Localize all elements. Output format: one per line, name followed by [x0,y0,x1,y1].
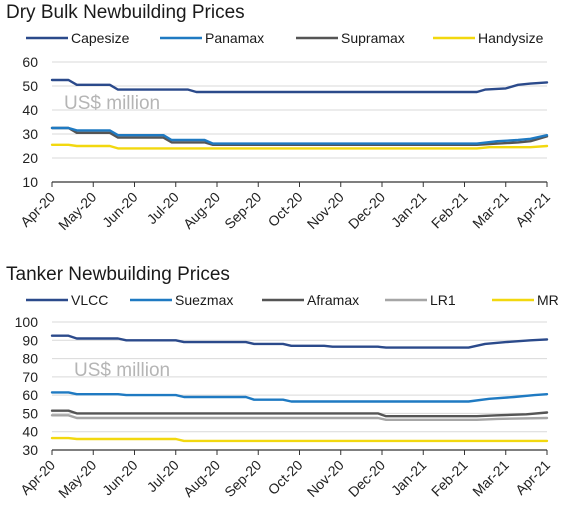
x-tick-label: Nov-20 [304,457,347,500]
y-tick-label: 40 [22,102,38,118]
x-tick-label: Aug-20 [180,189,223,232]
chart-panel-dry-bulk: Dry Bulk Newbuilding Prices Capesize Pana… [0,0,571,262]
x-tick-label: Oct-20 [265,457,306,498]
legend-label: Handysize [478,30,544,46]
x-tick-label: Jun-20 [99,457,141,499]
series-line-handysize [50,143,549,150]
legend-label: Suezmax [175,292,233,308]
x-tick-label: Aug-20 [180,457,223,500]
x-tick-label: Mar-21 [469,457,512,500]
y-tick-label: 20 [22,150,38,166]
legend-label: Supramax [341,30,405,46]
x-tick-label: Jul-20 [144,189,182,227]
chart-title: Dry Bulk Newbuilding Prices [6,2,245,23]
x-tick-label: Sep-20 [221,189,264,232]
x-tick-label: Apr-20 [17,457,58,498]
y-tick-label: 70 [22,369,38,385]
y-tick-label: 60 [22,387,38,403]
y-tick-label: 60 [22,54,38,70]
legend-label: MR [537,292,559,308]
series-line-panamax [50,126,549,145]
legend-label: LR1 [430,292,456,308]
y-tick-label: 30 [22,126,38,142]
x-tick-label: Apr-21 [512,457,553,498]
x-tick-label: Oct-20 [265,189,306,230]
y-tick-label: 30 [22,442,38,458]
x-tick-label: Feb-21 [428,457,471,500]
x-tick-label: Apr-20 [17,189,58,230]
x-tick-label: Mar-21 [469,189,512,232]
x-tick-label: Dec-20 [345,189,388,232]
x-tick-label: Jan-21 [388,189,430,231]
series-line-vlcc [50,334,549,349]
x-tick-label: Jul-20 [144,457,182,495]
unit-annotation: US$ million [64,93,160,114]
x-tick-label: Sep-20 [221,457,264,500]
x-tick-label: Apr-21 [512,189,553,230]
y-tick-label: 40 [22,424,38,440]
series-line-capesize [50,78,549,94]
y-tick-label: 50 [22,405,38,421]
series-line-suezmax [50,391,549,403]
legend-label: Capesize [71,30,130,46]
x-tick-label: May-20 [55,189,99,233]
tanker-chart-svg: VLCC Suezmax Aframax LR1 MR 30 40 50 60 70 80 90 100… [15,292,559,501]
x-tick-label: Feb-21 [428,189,471,232]
x-tick-label: Jan-21 [388,457,430,499]
series-line-mr [50,436,549,443]
chart-panel-tanker: Tanker Newbuilding Prices VLCC Suezmax Afr… [0,262,571,529]
legend-label: VLCC [71,292,108,308]
legend-label: Aframax [307,292,359,308]
y-tick-label: 10 [22,174,38,190]
y-tick-label: 90 [22,332,38,348]
chart-title: Tanker Newbuilding Prices [6,264,230,285]
unit-annotation: US$ million [74,360,170,381]
x-tick-label: May-20 [55,457,99,501]
legend-label: Panamax [205,30,264,46]
y-tick-label: 50 [22,78,38,94]
y-tick-label: 100 [15,314,39,330]
x-tick-label: Nov-20 [304,189,347,232]
dry-bulk-chart-svg: Capesize Panamax Supramax Handysize 10 20 30 40… [17,30,553,233]
x-tick-label: Dec-20 [345,457,388,500]
series-line-lr1 [50,414,549,422]
y-tick-label: 80 [22,351,38,367]
x-tick-label: Jun-20 [99,189,141,231]
series-line-aframax [50,409,549,418]
series-line-supramax [50,126,549,147]
